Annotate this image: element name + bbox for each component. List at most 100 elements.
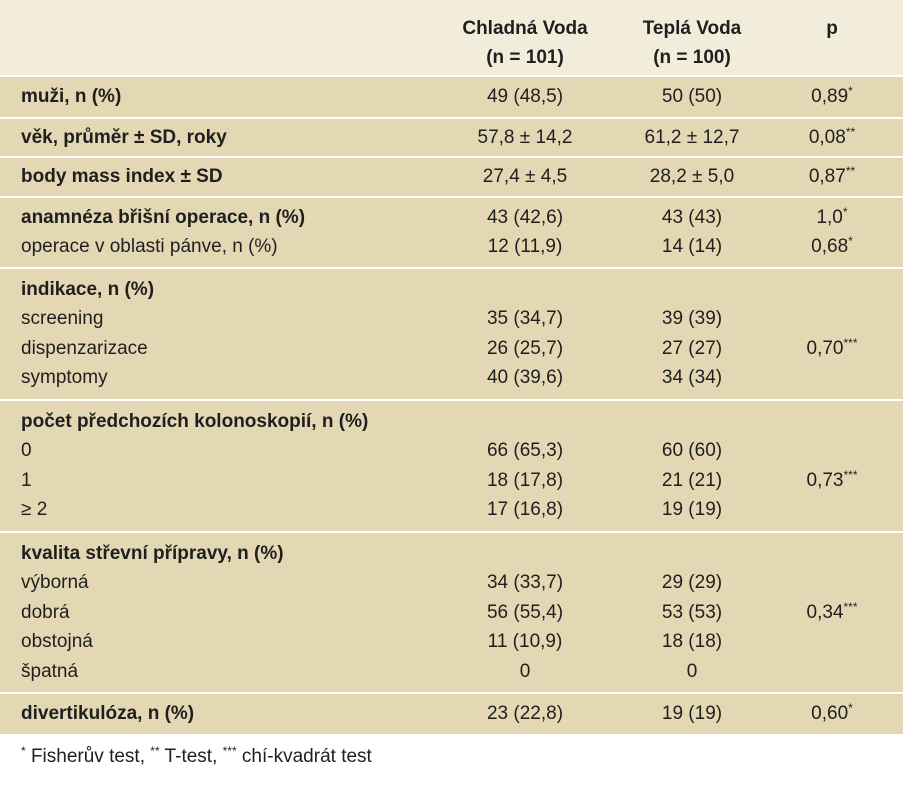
cold-water-value: 34 (33,7) [486, 572, 564, 593]
data-table: Chladná Voda (n = 101) Teplá Voda (n = 1… [0, 0, 903, 736]
row-label: body mass index ± SD [21, 166, 223, 187]
footnote-text-3: chí-kvadrát test [236, 746, 372, 767]
row-label: výborná [21, 572, 89, 593]
table-row: body mass index ± SD 27,4 ± 4,5 28,2 ± 5,0… [0, 162, 903, 192]
significance-marker: *** [843, 467, 858, 482]
p-value: 1,0 [816, 206, 843, 228]
warm-water-value: 43 (43) [661, 206, 723, 228]
row-label: anamnéza břišní operace, n (%) [21, 206, 306, 228]
header-cold-water: Chladná Voda (n = 101) [440, 14, 610, 72]
table-group: počet předchozích kolonoskopií, n (%) 0 66… [0, 400, 903, 533]
table-row: výborná 34 (33,7) 29 (29) [0, 568, 903, 598]
header-cold-water-title: Chladná Voda [462, 18, 588, 39]
significance-marker: ** [845, 164, 856, 178]
cold-water-value: 43 (42,6) [486, 206, 564, 228]
p-value: 0,60 [811, 703, 849, 724]
table-row: divertikulóza, n (%) 23 (22,8) 19 (19) 0,60… [0, 699, 903, 729]
p-value-cell: 0,34*** [772, 598, 892, 628]
row-label: věk, průměr ± SD, roky [21, 126, 227, 148]
p-value: 0,89 [811, 86, 849, 107]
row-label: muži, n (%) [21, 86, 122, 107]
cold-water-value: 49 (48,5) [486, 86, 564, 107]
significance-marker: * [848, 701, 853, 715]
significance-marker: *** [843, 335, 858, 350]
significance-marker: *** [843, 599, 858, 614]
warm-water-value: 61,2 ± 12,7 [644, 126, 740, 148]
cold-water-value: 57,8 ± 14,2 [477, 126, 573, 148]
table-body: muži, n (%) 49 (48,5) 50 (50) 0,89* věk, prů… [0, 77, 903, 736]
row-label: 0 [21, 440, 32, 461]
row-label: screening [21, 308, 104, 329]
p-value-cell: 0,68* [772, 232, 892, 262]
table-group: divertikulóza, n (%) 23 (22,8) 19 (19) 0,60… [0, 694, 903, 736]
warm-water-value: 53 (53) [661, 601, 723, 623]
table-row: dobrá 56 (55,4) 53 (53) 0,34*** [0, 598, 903, 628]
p-value-cell: 0,73*** [772, 466, 892, 496]
header-warm-water-title: Teplá Voda [642, 18, 742, 39]
warm-water-value: 0 [686, 660, 698, 682]
p-value: 0,34 [806, 601, 844, 623]
table-row: symptomy 40 (39,6) 34 (34) [0, 363, 903, 393]
p-value-cell: 1,0* [772, 203, 892, 233]
significance-marker: * [842, 204, 848, 219]
footnote: * Fisherův test, ** T-test, *** chí-kvad… [21, 745, 372, 769]
row-label: dispenzarizace [21, 337, 148, 359]
table-group: věk, průměr ± SD, roky 57,8 ± 14,2 61,2 ± … [0, 118, 903, 158]
header-p-label: p [826, 18, 838, 39]
p-value: 0,08 [808, 126, 846, 148]
row-label: kvalita střevní přípravy, n (%) [21, 542, 284, 564]
warm-water-value: 19 (19) [661, 703, 723, 724]
p-value-cell: 0,60* [772, 699, 892, 729]
cold-water-value: 56 (55,4) [486, 601, 564, 623]
cold-water-value: 35 (34,7) [486, 308, 564, 329]
header-cold-water-n: (n = 101) [486, 47, 564, 68]
row-label: operace v oblasti pánve, n (%) [21, 236, 278, 257]
warm-water-value: 29 (29) [661, 572, 723, 593]
cold-water-value: 17 (16,8) [486, 499, 564, 520]
p-value: 0,70 [806, 337, 844, 359]
table-header: Chladná Voda (n = 101) Teplá Voda (n = 1… [0, 0, 903, 77]
row-label: divertikulóza, n (%) [21, 703, 195, 724]
significance-marker: * [848, 234, 853, 248]
warm-water-value: 14 (14) [661, 236, 723, 257]
table-row: ≥ 2 17 (16,8) 19 (19) [0, 495, 903, 525]
table-group: anamnéza břišní operace, n (%) 43 (42,6) 4… [0, 197, 903, 269]
cold-water-value: 11 (10,9) [487, 631, 563, 652]
header-warm-water: Teplá Voda (n = 100) [612, 14, 772, 72]
table-row: počet předchozích kolonoskopií, n (%) [0, 407, 903, 437]
p-value-cell: 0,08** [772, 123, 892, 153]
footnote-marker-3: *** [222, 744, 237, 758]
footnote-marker-1: * [21, 744, 26, 758]
warm-water-value: 39 (39) [661, 308, 723, 329]
table-row: operace v oblasti pánve, n (%) 12 (11,9) 1… [0, 232, 903, 262]
p-value-cell: 0,70*** [772, 334, 892, 364]
row-label: obstojná [21, 631, 93, 652]
warm-water-value: 21 (21) [661, 469, 723, 491]
row-label: indikace, n (%) [21, 278, 155, 300]
significance-marker: * [848, 84, 853, 98]
header-p-value: p [772, 14, 892, 43]
table-group: muži, n (%) 49 (48,5) 50 (50) 0,89* [0, 77, 903, 119]
table-row: muži, n (%) 49 (48,5) 50 (50) 0,89* [0, 82, 903, 112]
row-label: 1 [21, 469, 32, 491]
cold-water-value: 23 (22,8) [486, 703, 564, 724]
row-label: symptomy [21, 367, 108, 388]
header-warm-water-n: (n = 100) [653, 47, 731, 68]
table-row: věk, průměr ± SD, roky 57,8 ± 14,2 61,2 ± … [0, 123, 903, 153]
cold-water-value: 40 (39,6) [486, 367, 564, 388]
row-label: počet předchozích kolonoskopií, n (%) [21, 410, 369, 432]
p-value-cell: 0,89* [772, 82, 892, 112]
table-row: screening 35 (34,7) 39 (39) [0, 304, 903, 334]
table-row: 0 66 (65,3) 60 (60) [0, 436, 903, 466]
footnote-text-1: Fisherův test, [25, 746, 151, 767]
table-group: kvalita střevní přípravy, n (%) výborná 34… [0, 532, 903, 694]
cold-water-value: 66 (65,3) [486, 440, 564, 461]
p-value: 0,73 [806, 469, 844, 491]
warm-water-value: 60 (60) [661, 440, 723, 461]
warm-water-value: 19 (19) [661, 499, 723, 520]
table-row: špatná 0 0 [0, 657, 903, 687]
table-group: indikace, n (%) screening 35 (34,7) 39 (39)… [0, 268, 903, 401]
table-row: dispenzarizace 26 (25,7) 27 (27) 0,70*** [0, 334, 903, 364]
p-value-cell: 0,87** [772, 162, 892, 192]
table-row: indikace, n (%) [0, 275, 903, 305]
